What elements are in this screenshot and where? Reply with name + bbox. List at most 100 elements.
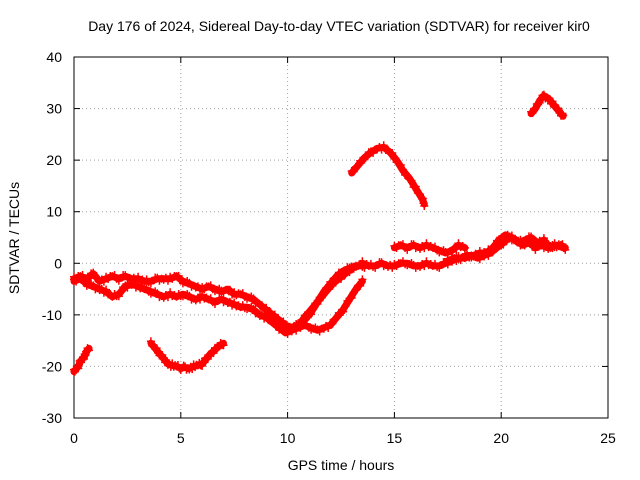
y-tick-label: -30	[42, 410, 62, 426]
data-point	[102, 285, 111, 294]
data-point	[198, 361, 207, 370]
data-point	[84, 346, 93, 355]
data-point	[152, 344, 161, 353]
data-point	[420, 244, 429, 253]
data-point	[322, 287, 331, 296]
data-point	[407, 176, 416, 185]
data-point	[298, 316, 307, 325]
data-point	[196, 295, 205, 304]
data-series	[70, 90, 570, 376]
data-point	[317, 293, 326, 302]
y-tick-label: 30	[46, 101, 62, 117]
data-point	[356, 281, 365, 290]
data-point	[78, 274, 87, 283]
data-point	[559, 111, 568, 120]
data-point	[341, 302, 350, 311]
data-point	[396, 161, 405, 170]
data-point	[388, 148, 397, 157]
data-point	[203, 354, 212, 363]
data-point	[219, 341, 228, 350]
data-point	[473, 251, 482, 260]
x-tick-label: 5	[177, 430, 185, 446]
x-tick-label: 0	[70, 430, 78, 446]
data-point	[304, 310, 313, 319]
data-point	[114, 292, 123, 301]
chart-title: Day 176 of 2024, Sidereal Day-to-day VTE…	[88, 18, 590, 34]
data-point	[99, 277, 108, 286]
data-point	[534, 100, 543, 109]
y-axis-label: SDTVAR / TECUs	[6, 182, 22, 294]
data-point	[559, 242, 568, 251]
data-point	[535, 98, 544, 107]
series-line	[348, 143, 428, 208]
data-point	[179, 361, 188, 370]
data-point	[347, 293, 356, 302]
data-point	[488, 245, 497, 254]
data-point	[416, 190, 425, 199]
data-point	[554, 104, 563, 113]
data-point	[354, 161, 363, 170]
data-point	[199, 358, 208, 367]
data-point	[270, 310, 279, 319]
data-point	[548, 97, 557, 106]
data-point	[270, 318, 279, 327]
grid-lines	[74, 57, 608, 418]
series-track-8	[390, 239, 469, 259]
data-point	[528, 109, 537, 118]
data-point	[345, 268, 354, 277]
series-track-10	[527, 90, 568, 120]
x-tick-label: 20	[493, 430, 509, 446]
data-point	[452, 244, 461, 253]
data-point	[262, 303, 271, 312]
y-tick-label: -20	[42, 358, 62, 374]
data-point	[539, 234, 548, 243]
data-point	[379, 141, 388, 150]
data-point	[420, 262, 429, 271]
data-point	[339, 307, 348, 316]
y-tick-label: -10	[42, 307, 62, 323]
data-point	[257, 301, 266, 310]
series-track-6	[347, 141, 429, 210]
data-point	[349, 167, 358, 176]
axis-ticks: 0 5 10 15 20 25 -30 -20 -10 0 10 20 30 40	[42, 49, 616, 446]
y-tick-label: 0	[54, 255, 62, 271]
data-point	[174, 271, 183, 280]
data-point	[328, 319, 337, 328]
x-tick-label: 15	[387, 430, 403, 446]
data-point	[225, 285, 234, 294]
data-point	[163, 293, 172, 302]
series-track-2	[146, 337, 228, 374]
data-point	[351, 286, 360, 295]
x-tick-label: 10	[280, 430, 296, 446]
data-point	[249, 304, 258, 313]
data-point	[507, 231, 516, 240]
data-point	[116, 287, 125, 296]
series-track-4	[70, 274, 367, 339]
data-point	[420, 201, 429, 210]
series-track-1	[70, 344, 93, 376]
data-point	[313, 299, 322, 308]
y-tick-label: 20	[46, 152, 62, 168]
data-point	[262, 311, 271, 320]
x-tick-label: 25	[600, 430, 616, 446]
y-tick-label: 10	[46, 204, 62, 220]
data-point	[358, 275, 367, 284]
data-point	[332, 313, 341, 322]
data-point	[249, 294, 258, 303]
data-point	[411, 182, 420, 191]
data-point	[89, 268, 98, 277]
data-point	[527, 232, 536, 241]
data-point	[398, 165, 407, 174]
plot-frame	[73, 56, 609, 419]
data-point	[531, 104, 540, 113]
data-point	[324, 324, 333, 333]
data-point	[309, 304, 318, 313]
data-point	[159, 353, 168, 362]
data-point	[296, 320, 305, 329]
data-point	[490, 241, 499, 250]
y-tick-label: 40	[46, 49, 62, 65]
data-point	[146, 337, 155, 346]
series-track-9	[443, 230, 568, 265]
x-axis-label: GPS time / hours	[288, 457, 395, 473]
